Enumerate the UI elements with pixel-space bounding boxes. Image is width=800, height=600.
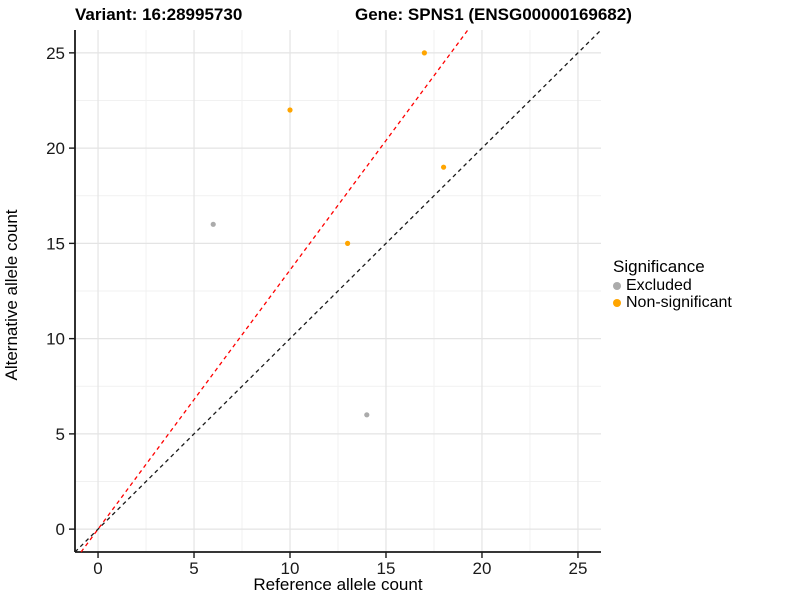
legend-item-label: Non-significant xyxy=(626,294,732,311)
point-non-significant xyxy=(421,50,427,56)
y-tick-label: 25 xyxy=(46,44,65,63)
identity-line xyxy=(74,29,602,553)
y-axis-title: Alternative allele count xyxy=(2,209,21,380)
y-tick-label: 15 xyxy=(46,234,65,253)
axis-lines xyxy=(74,30,601,553)
point-non-significant xyxy=(440,164,447,170)
legend-dot-icon xyxy=(613,281,621,290)
y-tick-label: 10 xyxy=(46,330,65,349)
variant-title: Variant: 16:28995730 xyxy=(75,5,243,24)
legend-item-label: Excluded xyxy=(626,277,692,294)
point-excluded xyxy=(364,412,370,418)
x-tick-label: 5 xyxy=(189,559,198,578)
data-points xyxy=(210,50,447,418)
point-non-significant xyxy=(344,240,351,246)
reference-lines xyxy=(74,29,602,553)
legend-item-excluded: Excluded xyxy=(613,277,732,294)
legend-items: Excluded Non-significant xyxy=(613,277,732,311)
x-tick-label: 15 xyxy=(377,559,396,578)
minor-gridlines xyxy=(75,30,601,552)
x-tick-label: 0 xyxy=(93,559,102,578)
gene-title: Gene: SPNS1 (ENSG00000169682) xyxy=(355,5,632,24)
legend-item-non-significant: Non-significant xyxy=(613,294,732,311)
x-tick-label: 20 xyxy=(473,559,492,578)
point-excluded xyxy=(210,221,216,227)
axis-tick-marks xyxy=(69,52,579,558)
y-tick-label: 0 xyxy=(56,520,65,539)
significance-legend: Significance Excluded Non-significant xyxy=(613,257,732,311)
x-tick-label: 10 xyxy=(281,559,300,578)
y-tick-label: 20 xyxy=(46,139,65,158)
x-tick-label: 25 xyxy=(569,559,588,578)
point-non-significant xyxy=(287,107,293,113)
major-gridlines xyxy=(75,30,601,552)
axis-tick-labels: 0 5 10 15 20 25 0 5 10 15 20 25 xyxy=(46,44,587,578)
x-axis-title: Reference allele count xyxy=(253,575,422,594)
expected-ratio-line xyxy=(80,29,469,553)
legend-dot-icon xyxy=(613,298,621,307)
y-tick-label: 5 xyxy=(56,425,65,444)
legend-title: Significance xyxy=(613,257,705,276)
